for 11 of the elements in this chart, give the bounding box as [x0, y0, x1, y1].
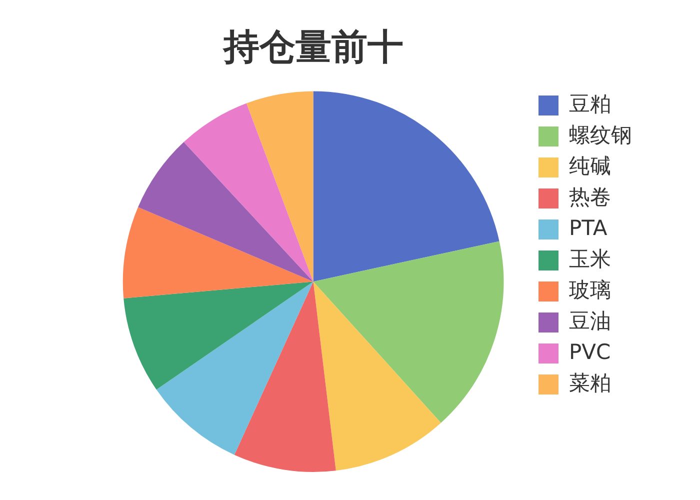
legend-label: PVC — [569, 340, 611, 364]
legend-label: PTA — [569, 216, 608, 240]
legend-label: 热卷 — [569, 184, 611, 209]
chart-title: 持仓量前十 — [221, 26, 404, 68]
legend-label: 玻璃 — [569, 278, 611, 302]
legend-label: 豆粕 — [569, 92, 611, 116]
legend-label: 玉米 — [569, 246, 611, 271]
legend-label: 菜粕 — [569, 370, 611, 395]
legend-label: 纯碱 — [569, 154, 611, 178]
legend-label: 豆油 — [569, 308, 611, 333]
legend-label: 螺纹钢 — [569, 122, 632, 147]
